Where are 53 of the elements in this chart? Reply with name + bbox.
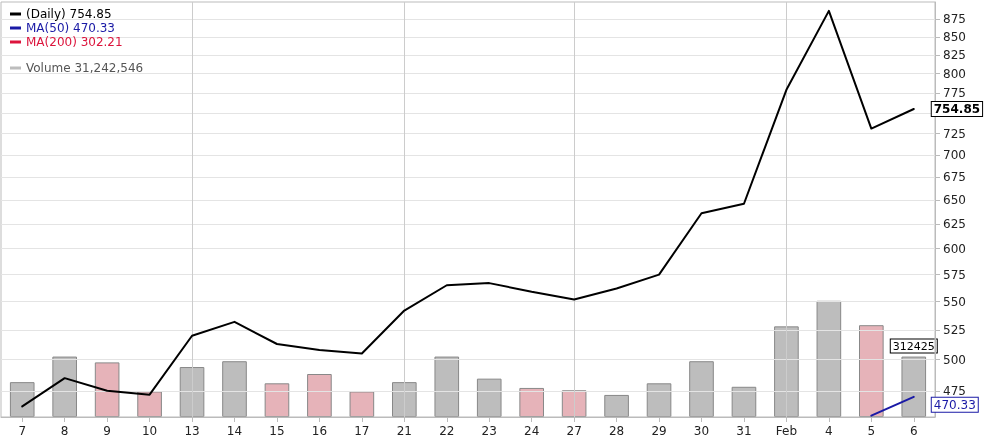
legend-label: MA(200) 302.21 [26, 35, 123, 49]
x-tick-label: 13 [184, 424, 200, 438]
y-tick-label: 675 [943, 170, 966, 185]
x-tick-label: 27 [566, 424, 582, 438]
y-tick-label: 650 [943, 192, 966, 207]
x-tick-label: 31 [736, 424, 752, 438]
y-tick-label: 600 [943, 241, 966, 256]
y-tick-label: 575 [943, 267, 966, 282]
x-tick-label: 24 [524, 424, 540, 438]
bar [137, 391, 162, 417]
bar [859, 325, 884, 417]
x-tick-label: 30 [693, 424, 710, 438]
y-tick-label: 725 [943, 126, 966, 141]
x-tick-label: 28 [608, 424, 625, 438]
x-tick-label: 29 [651, 424, 667, 438]
bar [264, 383, 290, 417]
x-tick-label: 17 [354, 424, 370, 438]
x-tick-label: 4 [825, 424, 833, 438]
x-tick-label: 9 [103, 424, 111, 438]
y-tick-label: 500 [943, 352, 966, 367]
x-tick-label: 10 [141, 424, 158, 438]
x-tick-label: 7 [18, 424, 27, 438]
data-label: 470.33 [933, 397, 976, 412]
legend-label: MA(50) 470.33 [26, 21, 115, 35]
x-tick-label: 23 [481, 424, 497, 438]
x-tick-label: 15 [269, 424, 285, 438]
y-tick-label: 625 [943, 216, 966, 231]
y-tick-label: 800 [943, 66, 966, 81]
x-tick-label: Feb [775, 424, 798, 438]
y-tick-label: 700 [943, 147, 966, 162]
y-tick-label: 550 [943, 294, 966, 309]
bar [94, 362, 120, 417]
bar [561, 390, 587, 417]
x-tick-label: 22 [439, 424, 455, 438]
bar [519, 387, 544, 417]
x-tick-label: 16 [311, 424, 328, 438]
bar [349, 391, 375, 417]
bar [307, 374, 332, 417]
y-tick-label: 525 [943, 322, 966, 337]
legend-label: (Daily) 754.85 [26, 7, 112, 21]
x-tick-label: 5 [867, 424, 876, 438]
data-label: 754.85 [933, 102, 981, 117]
y-tick-label: 775 [943, 85, 966, 100]
y-tick-label: 475 [943, 383, 966, 398]
y-tick-label: 825 [943, 47, 966, 62]
annotation: 312425 [892, 339, 935, 353]
x-tick-label: 6 [909, 424, 918, 438]
legend-label: Volume 31,242,546 [26, 61, 144, 75]
y-tick-label: 850 [943, 29, 966, 44]
y-tick-label: 875 [943, 12, 966, 27]
x-tick-label: 14 [226, 424, 243, 438]
x-tick-label: 21 [396, 424, 412, 438]
x-tick-label: 8 [60, 424, 69, 438]
